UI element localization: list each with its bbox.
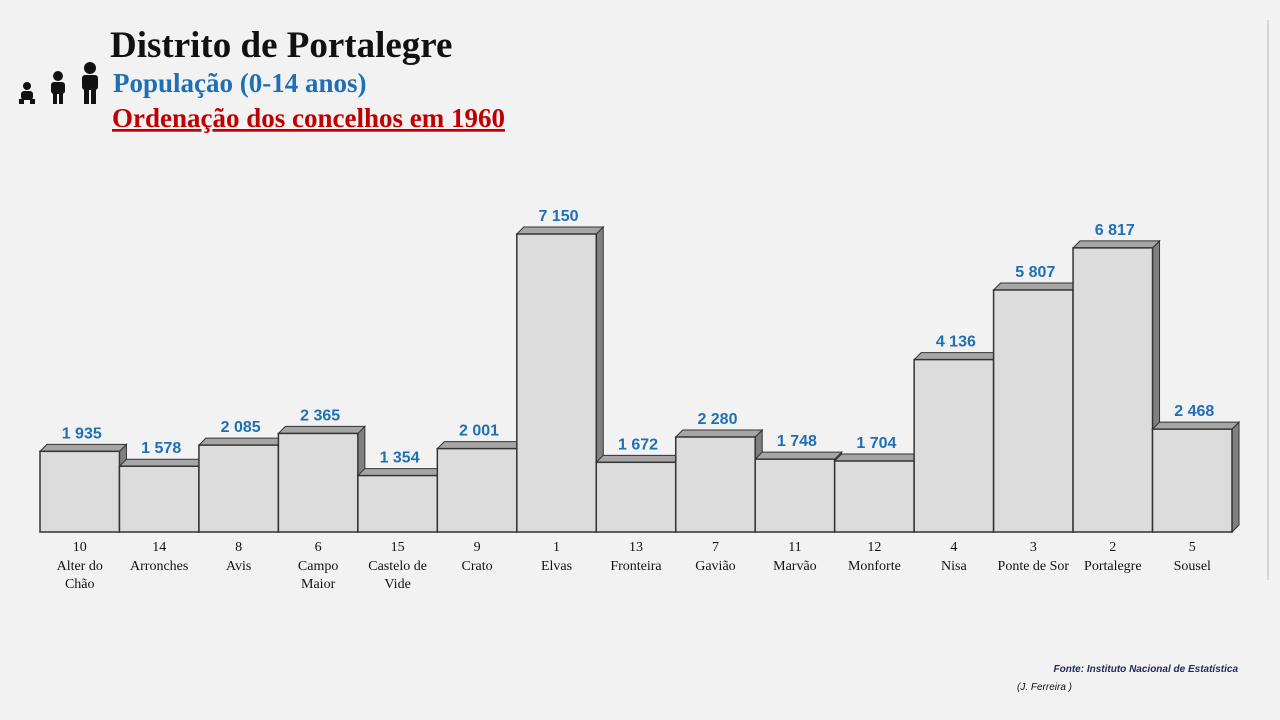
x-tick-label: Arronches — [130, 559, 189, 574]
bar-side — [1231, 420, 1240, 534]
x-tick-label: Castelo de Vide — [368, 559, 427, 592]
rank-label: 11 — [788, 540, 801, 555]
x-tick-label: Portalegre — [1084, 559, 1142, 574]
value-label: 2 365 — [300, 407, 340, 424]
bar — [198, 444, 280, 533]
bar — [436, 447, 518, 533]
bar-top — [197, 437, 287, 446]
chart-subtitle2: Ordenação dos concelhos em 1960 — [112, 103, 505, 133]
rank-label: 6 — [315, 540, 322, 555]
rank-label: 14 — [152, 540, 166, 555]
rank-label: 1 — [553, 540, 560, 555]
x-tick-label: Gavião — [695, 559, 736, 574]
x-tick-label: Sousel — [1173, 559, 1211, 574]
bar — [357, 474, 439, 533]
bar — [277, 432, 359, 533]
people-icon — [19, 62, 98, 104]
value-label: 1 578 — [141, 440, 181, 457]
bar — [833, 460, 915, 533]
bar — [118, 465, 200, 533]
bar-top — [1071, 240, 1161, 249]
x-tick-label: Fronteira — [610, 559, 662, 574]
source: Fonte: Instituto Nacional de Estatística — [1054, 664, 1239, 675]
x-tick-label: Alter do Chão — [56, 559, 103, 592]
value-label: 2 280 — [697, 411, 737, 428]
bar-top — [356, 468, 446, 477]
bar — [674, 436, 756, 533]
bar-top — [992, 282, 1082, 291]
bar-top — [753, 451, 843, 460]
bar-top — [912, 352, 1002, 361]
x-tick-label: Nisa — [941, 559, 967, 574]
rank-label: 5 — [1189, 540, 1196, 555]
chart-title: Distrito de Portalegre — [110, 25, 452, 66]
value-label: 7 150 — [539, 208, 579, 225]
rank-label: 7 — [712, 540, 719, 555]
bar — [595, 461, 677, 533]
x-tick-label: Crato — [461, 559, 493, 574]
rank-label: 10 — [73, 540, 87, 555]
value-label: 1 704 — [856, 435, 896, 452]
value-label: 1 354 — [380, 450, 420, 467]
rank-label: 3 — [1030, 540, 1037, 555]
bar — [39, 450, 121, 533]
bar-top — [1151, 421, 1241, 430]
bar-top — [38, 443, 128, 452]
x-tick-label: Avis — [225, 559, 252, 574]
bar-top — [515, 226, 605, 235]
rank-label: 13 — [629, 540, 643, 555]
value-label: 1 672 — [618, 436, 658, 453]
x-tick-label: Monforte — [847, 559, 901, 574]
rank-label: 2 — [1109, 540, 1116, 555]
value-label: 2 468 — [1174, 403, 1214, 420]
bar — [1072, 247, 1154, 533]
value-label: 1 935 — [62, 425, 102, 442]
bar-top — [277, 425, 367, 434]
rank-label: 12 — [867, 540, 881, 555]
x-tick-label: Elvas — [540, 559, 573, 574]
value-label: 2 085 — [221, 419, 261, 436]
bar — [1151, 428, 1233, 533]
bar — [992, 289, 1074, 533]
bar — [913, 358, 995, 533]
rank-label: 15 — [391, 540, 405, 555]
value-label: 5 807 — [1015, 264, 1055, 281]
x-tick-label: Campo Maior — [297, 559, 339, 592]
bar-top — [595, 454, 684, 463]
x-tick-label: Ponte de Sor — [997, 559, 1070, 574]
bar — [516, 233, 598, 533]
value-label: 1 748 — [777, 433, 817, 450]
value-label: 2 001 — [459, 423, 499, 440]
value-label: 6 817 — [1095, 222, 1135, 239]
value-label: 4 136 — [936, 334, 976, 351]
bar-top — [436, 441, 526, 450]
author: (J. Ferreira ) — [1017, 682, 1072, 693]
rank-label: 8 — [235, 540, 242, 555]
rank-label: 4 — [950, 540, 957, 555]
chart-subtitle: População (0-14 anos) — [113, 68, 367, 98]
bar-top — [674, 429, 764, 438]
bar-top — [118, 458, 208, 467]
bar-top — [833, 453, 923, 462]
bar — [754, 458, 836, 533]
rank-label: 9 — [474, 540, 481, 555]
x-tick-label: Marvão — [773, 559, 817, 574]
